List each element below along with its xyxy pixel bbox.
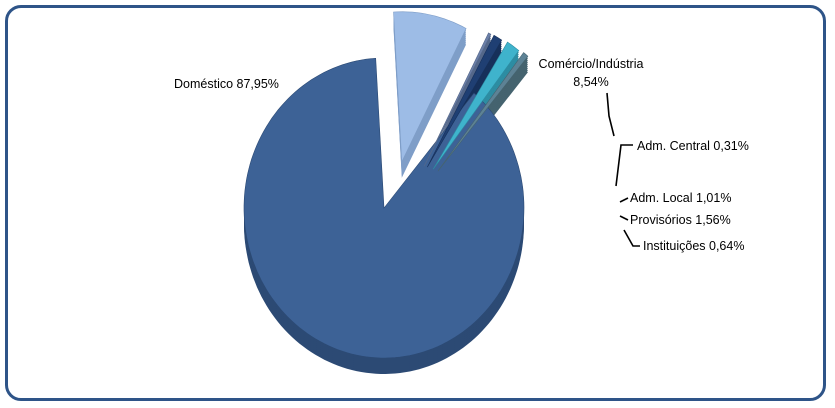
label-comercio-pct: 8,54% [573,75,608,89]
label-comercio: Comércio/Indústria [539,57,644,71]
slice-adm-central-side [424,34,491,169]
slice-adm-central [423,32,492,167]
label-provisorios: Provisórios 1,56% [630,213,731,227]
label-adm-local: Adm. Local 1,01% [630,191,731,205]
chart-frame: Doméstico 87,95% Comércio/Indústria 8,54… [5,5,826,401]
pie-labels: Doméstico 87,95% Comércio/Indústria 8,54… [174,57,749,253]
label-instituicoes: Instituições 0,64% [643,239,744,253]
leader-comercio [606,92,615,137]
pie-chart: Doméstico 87,95% Comércio/Indústria 8,54… [174,11,749,375]
leader-adm-local [619,197,629,203]
leader-lines [606,92,640,247]
pie-slices [243,11,529,375]
leader-instituicoes [623,229,640,247]
label-domestico: Doméstico 87,95% [174,77,279,91]
leader-adm-central [615,144,633,187]
slice-domestico [243,57,525,359]
slice-adm-local [427,34,503,168]
slice-provisorios [432,41,520,170]
label-adm-central: Adm. Central 0,31% [637,139,749,153]
leader-provisorios [619,215,629,221]
slice-instituicoes [437,52,529,172]
slice-comercio [393,11,467,162]
